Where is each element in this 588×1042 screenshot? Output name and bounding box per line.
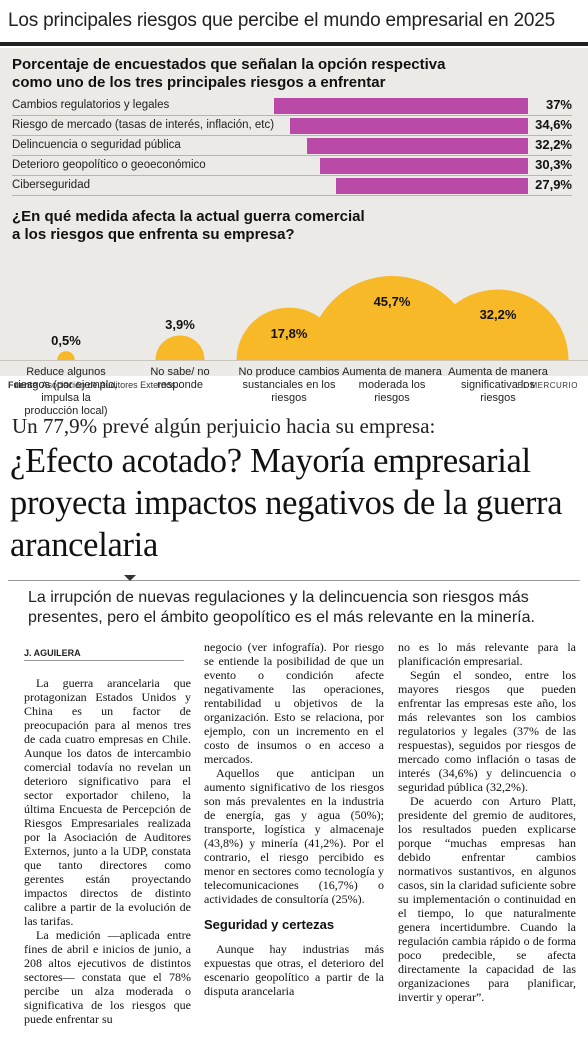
bar-value-label: 34,6%: [535, 117, 572, 132]
paragraph: De acuerdo con Arturo Platt, presidente …: [398, 794, 576, 1004]
brand-logo-text: EL MERCURIO: [517, 381, 578, 390]
bar-heading-line-2: como uno de los tres principales riesgos…: [12, 74, 386, 91]
bar-row: Delincuencia o seguridad pública 32,2%: [12, 136, 572, 156]
bar-category-label: Delincuencia o seguridad pública: [12, 139, 181, 151]
bar-row: Riesgo de mercado (tasas de interés, inf…: [12, 116, 572, 136]
arc-category-label: No sabe/ no responde: [150, 366, 210, 391]
bar-row-divider: [12, 115, 572, 116]
arc-shape: [427, 289, 569, 360]
bar-value-label: 27,9%: [535, 177, 572, 192]
arc-shape: [155, 335, 205, 360]
arc-value-label: 32,2%: [479, 307, 517, 323]
bar-category-label: Cambios regulatorios y legales: [12, 99, 170, 111]
paragraph: Aquellos que anticipan un aumento signif…: [204, 766, 384, 906]
bar: [319, 158, 528, 174]
article-column-2: negocio (ver infografía). Por riesgo se …: [204, 640, 384, 998]
byline: J. AGUILERA: [24, 648, 184, 661]
article-column-1: La guerra arancelaria que protagonizan E…: [24, 676, 191, 1026]
paragraph: La guerra arancelaria que protagonizan E…: [24, 676, 191, 928]
arc-chart-heading: ¿En qué medida afecta la actual guerra c…: [12, 208, 572, 244]
bar: [290, 118, 528, 134]
bar: [336, 178, 528, 194]
arc-value-label: 45,7%: [373, 294, 411, 309]
bar-value-label: 30,3%: [535, 157, 572, 172]
bar-row: Deterioro geopolítico o geoeconómico 30,3…: [12, 156, 572, 176]
bar-row-divider: [12, 155, 572, 156]
article-column-3: no es lo más relevante para la planifica…: [398, 640, 576, 1004]
paragraph: Aunque hay industrias más expuestas que …: [204, 942, 384, 998]
arc-shape: [57, 351, 75, 360]
source-label: Fuente: [8, 380, 38, 390]
arc-category-label: Reduce algunos riesgos (por ejemplo, imp…: [14, 366, 118, 417]
article-deck: La irrupción de nuevas regulaciones y la…: [28, 589, 535, 626]
bar-chart-heading: Porcentaje de encuestados que señalan la…: [12, 56, 572, 92]
arc-value-label: 17,8%: [270, 325, 308, 341]
arc-chart: [0, 276, 588, 361]
bar-row: Ciberseguridad 27,9%: [12, 176, 572, 196]
paragraph: La medición —aplicada entre fines de abr…: [24, 928, 191, 1026]
infographic-panel: Porcentaje de encuestados que señalan la…: [0, 48, 588, 417]
article-headline: ¿Efecto acotado? Mayoría empresarial pro…: [10, 442, 563, 564]
bar-category-label: Riesgo de mercado (tasas de interés, inf…: [12, 119, 275, 131]
arc-heading-line-1: ¿En qué medida afecta la actual guerra c…: [12, 208, 365, 225]
bar-row: Cambios regulatorios y legales 37%: [12, 96, 572, 116]
arc-category-label: Aumenta de manera significativa los ries…: [448, 366, 548, 404]
arc-value-label: 0,5%: [51, 333, 81, 349]
bar-category-label: Ciberseguridad: [12, 179, 90, 191]
bar: [274, 98, 528, 114]
paragraph-continued: negocio (ver infografía). Por riesgo se …: [204, 640, 384, 766]
article-subhead: Seguridad y certezas: [204, 917, 335, 932]
article-kicker: Un 77,9% prevé algún perjuicio hacia su …: [12, 414, 436, 438]
bar-category-label: Deterioro geopolítico o geoeconómico: [12, 159, 206, 171]
arc-category-label: No produce cambios sustanciales en los r…: [238, 366, 340, 404]
bar-heading-line-1: Porcentaje de encuestados que señalan la…: [12, 56, 446, 73]
arc-category-label: Aumenta de manera moderada los riesgos: [342, 366, 442, 404]
bar: [306, 138, 528, 154]
bar-value-label: 37%: [545, 97, 572, 112]
bar-row-divider: [12, 175, 572, 176]
title-rule: [0, 42, 588, 46]
source-text: Asociación de Auditores Externos: [41, 380, 176, 390]
headline-rule-marker: [124, 575, 136, 581]
paragraph: Según el sondeo, entre los mayores riesg…: [398, 668, 576, 794]
bar-row-divider: [12, 135, 572, 136]
bar-row-divider: [12, 195, 572, 196]
risk-infographic: Los principales riesgos que percibe el m…: [0, 0, 588, 417]
arc-heading-line-2: a los riesgos que enfrenta su empresa?: [12, 226, 295, 243]
source-line: Fuente Asociación de Auditores Externos: [8, 380, 176, 390]
bar-value-label: 32,2%: [535, 137, 572, 152]
paragraph-continued: no es lo más relevante para la planifica…: [398, 640, 576, 668]
infographic-title: Los principales riesgos que percibe el m…: [8, 10, 555, 31]
headline-rule: [8, 580, 580, 581]
arc-value-label: 3,9%: [165, 317, 195, 333]
